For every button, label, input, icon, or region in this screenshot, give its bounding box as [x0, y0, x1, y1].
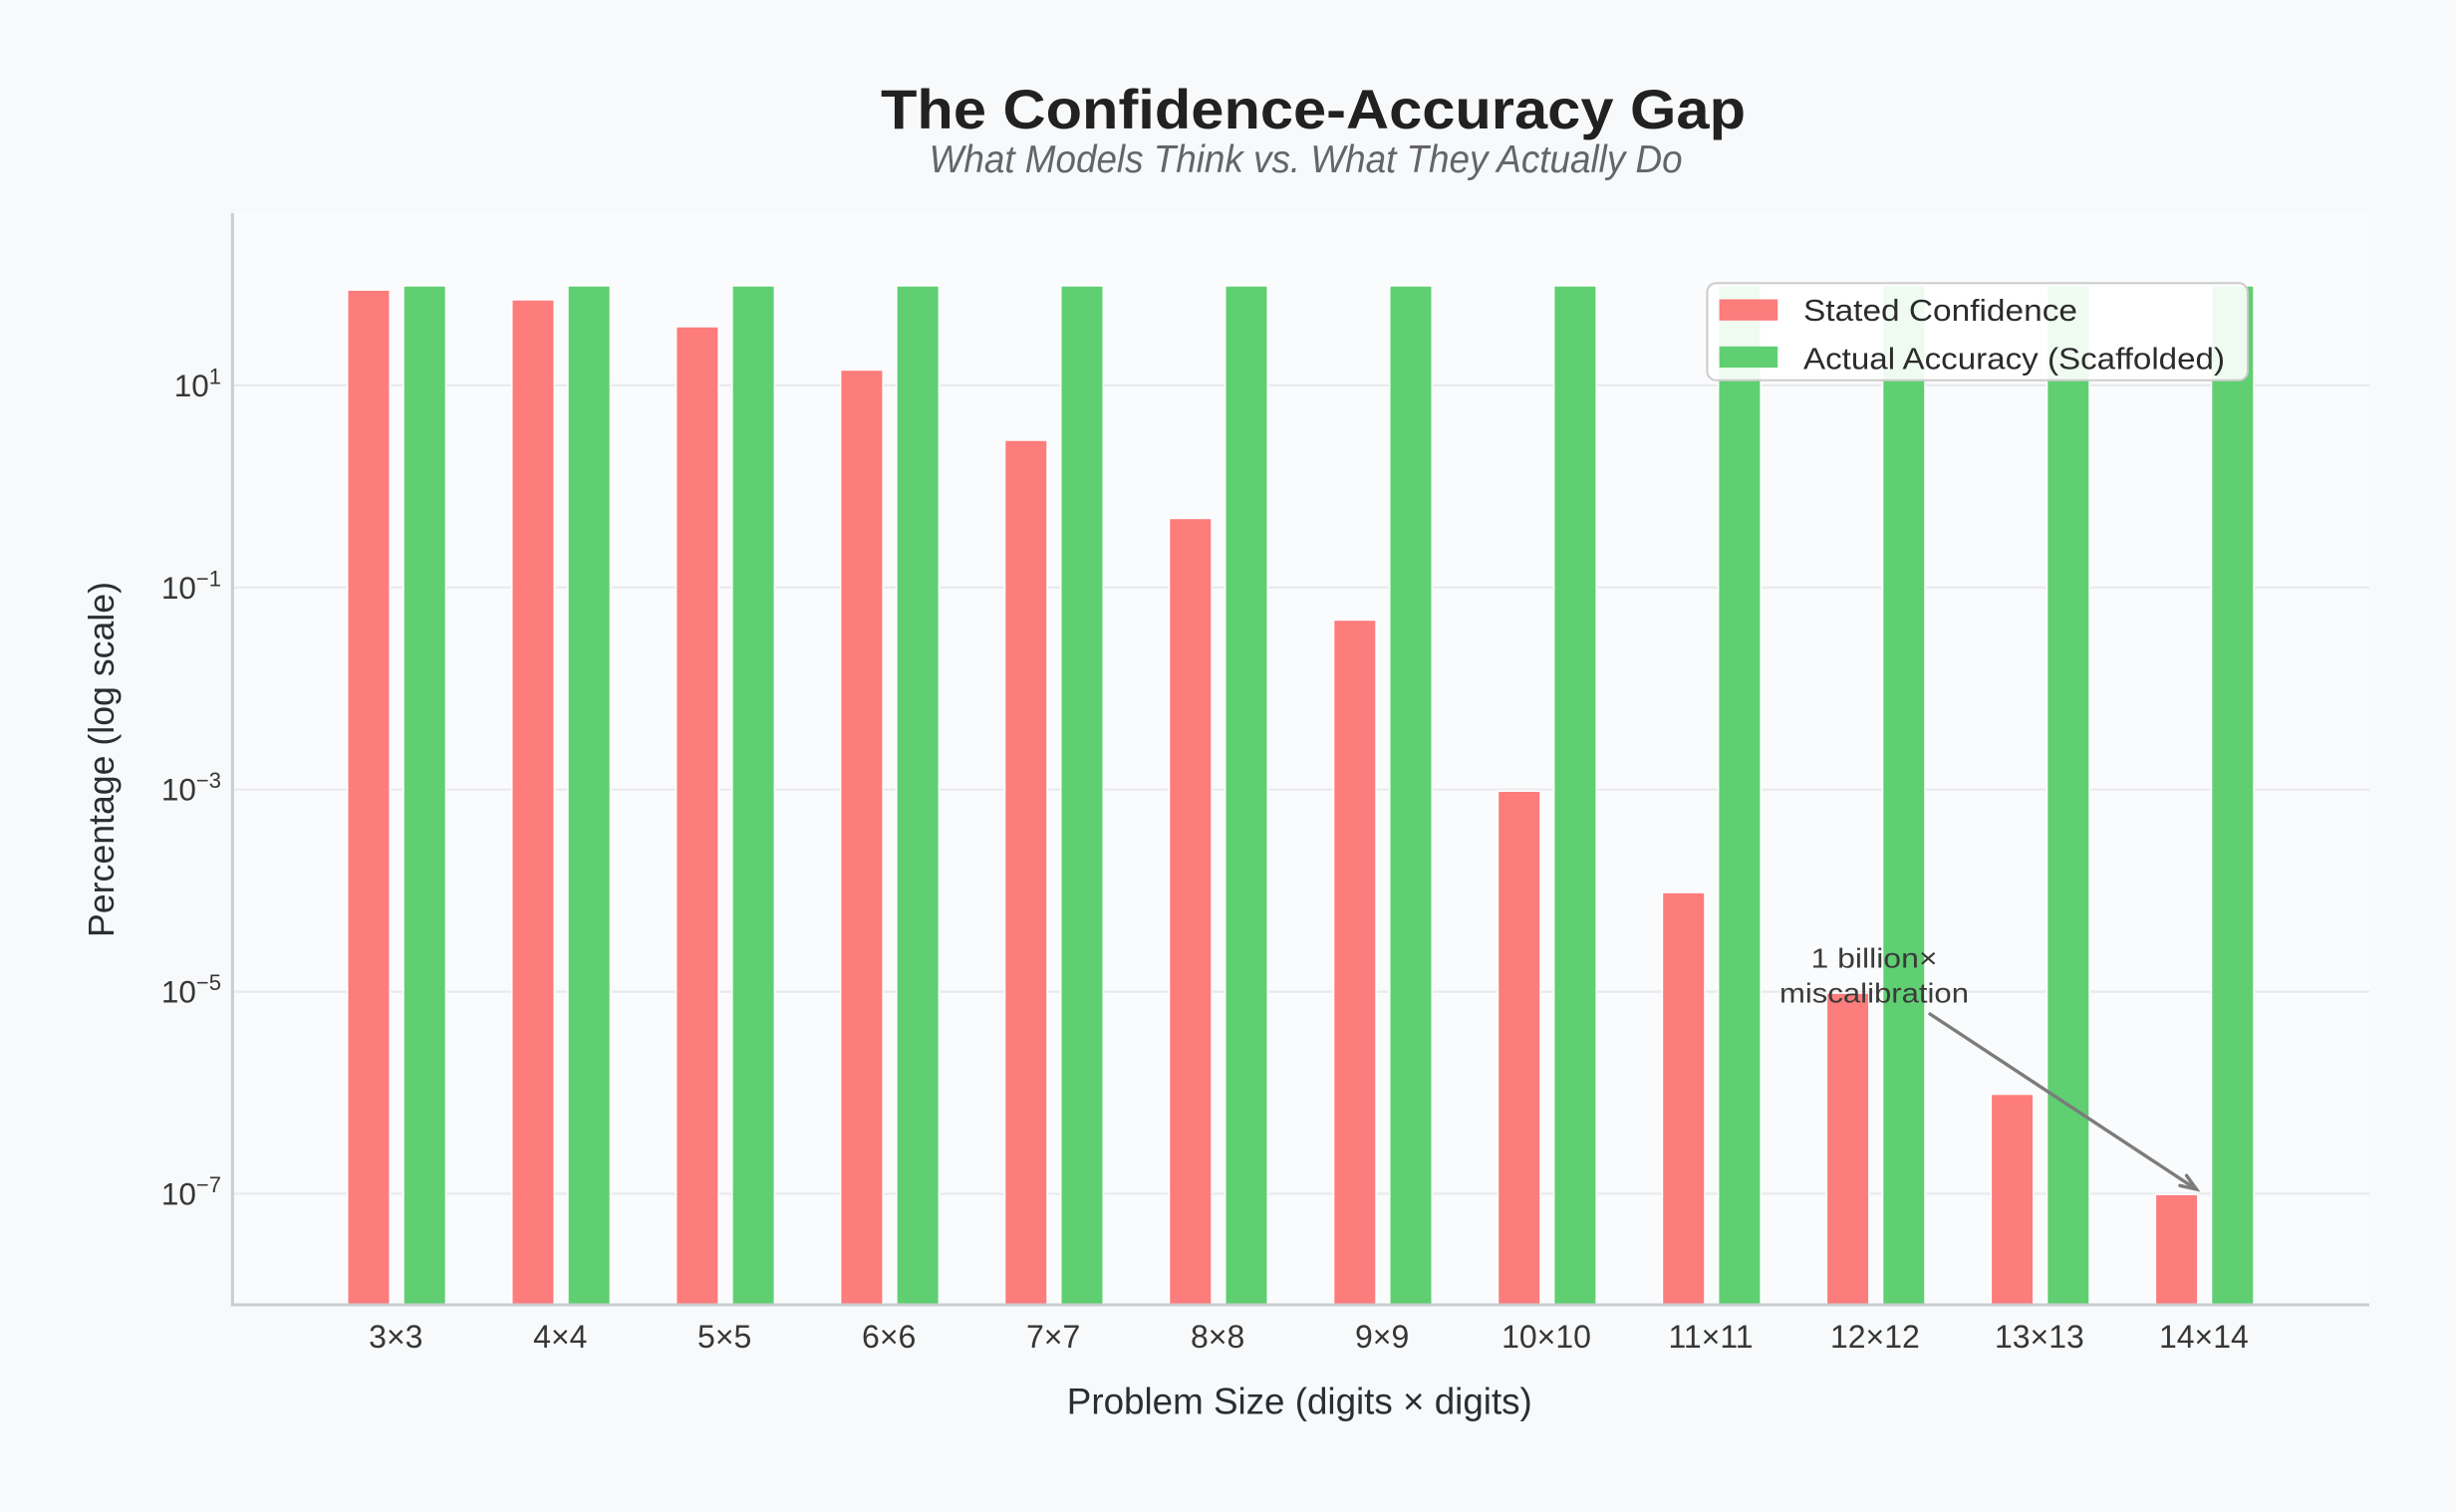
- svg-text:Stated Confidence: Stated Confidence: [1803, 293, 2077, 328]
- svg-text:12×12: 12×12: [1830, 1319, 1920, 1355]
- svg-text:3×3: 3×3: [369, 1319, 422, 1355]
- svg-text:Problem Size (digits × digits): Problem Size (digits × digits): [1067, 1382, 1532, 1422]
- svg-text:9×9: 9×9: [1355, 1319, 1409, 1355]
- svg-text:The Confidence-Accuracy Gap: The Confidence-Accuracy Gap: [881, 79, 1746, 140]
- svg-text:8×8: 8×8: [1191, 1319, 1244, 1355]
- svg-text:7×7: 7×7: [1026, 1319, 1080, 1355]
- svg-text:10×10: 10×10: [1501, 1319, 1591, 1355]
- svg-text:14×14: 14×14: [2159, 1319, 2249, 1355]
- svg-text:Percentage (log scale): Percentage (log scale): [81, 582, 122, 937]
- svg-text:5×5: 5×5: [697, 1319, 751, 1355]
- svg-text:What Models Think vs. What The: What Models Think vs. What They Actually…: [930, 138, 1683, 181]
- svg-text:10−7: 10−7: [161, 1172, 221, 1212]
- svg-text:Actual Accuracy (Scaffolded): Actual Accuracy (Scaffolded): [1803, 341, 2225, 376]
- svg-text:4×4: 4×4: [533, 1319, 587, 1355]
- svg-text:6×6: 6×6: [862, 1319, 916, 1355]
- svg-text:1 billion×: 1 billion×: [1811, 943, 1938, 974]
- svg-text:miscalibration: miscalibration: [1779, 978, 1969, 1009]
- svg-text:13×13: 13×13: [1995, 1319, 2084, 1355]
- svg-text:11×11: 11×11: [1668, 1319, 1753, 1355]
